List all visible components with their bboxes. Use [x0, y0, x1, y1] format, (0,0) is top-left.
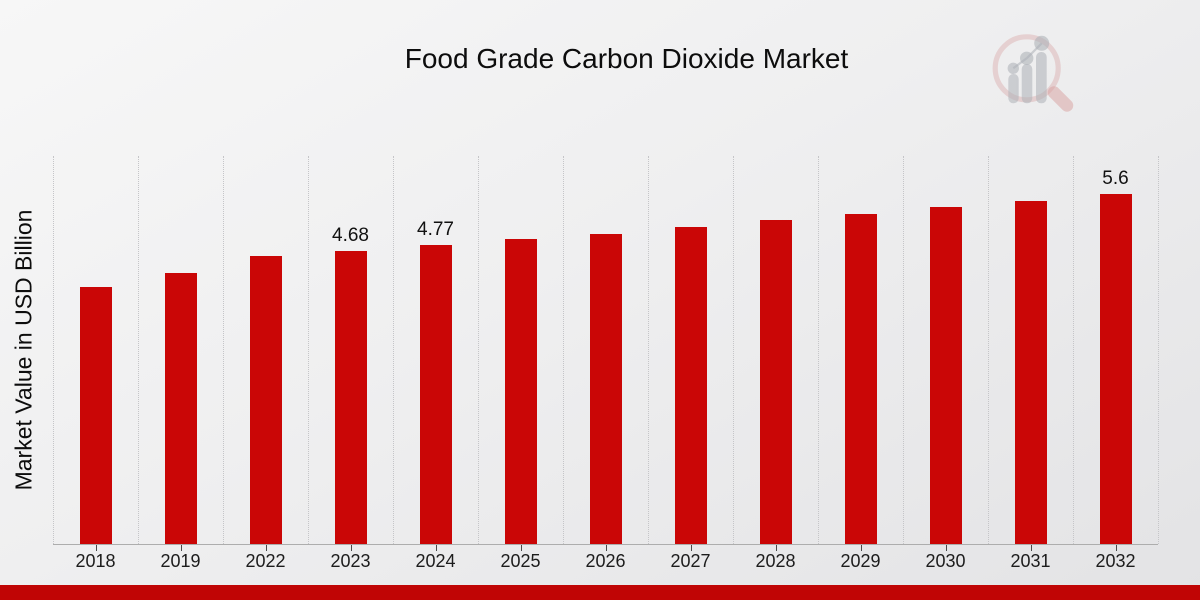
gridline: [393, 156, 394, 544]
gridline: [478, 156, 479, 544]
x-axis-tick: [690, 545, 692, 551]
bar: [334, 251, 367, 544]
x-axis-tick: [605, 545, 607, 551]
x-axis-tick: [435, 545, 437, 551]
x-axis-label: 2023: [330, 551, 371, 571]
gridline: [223, 156, 224, 544]
x-axis-tick: [1030, 545, 1032, 551]
gridline: [648, 156, 649, 544]
footer-accent-bar: [0, 585, 1200, 600]
logo-magnifier-handle: [1047, 86, 1074, 112]
x-axis-tick: [520, 545, 522, 551]
bar: [674, 227, 707, 544]
x-axis-label: 2028: [755, 551, 796, 571]
x-axis-tick: [1115, 545, 1117, 551]
bar-value-label: 4.77: [417, 219, 454, 240]
gridline: [818, 156, 819, 544]
x-axis-label: 2019: [160, 551, 201, 571]
x-axis-tick: [945, 545, 947, 551]
x-axis-label: 2032: [1095, 551, 1136, 571]
x-axis-tick: [860, 545, 862, 551]
gridline: [138, 156, 139, 544]
x-axis-tick: [180, 545, 182, 551]
bar-chart-plot-area: 2018 2019 2022 4.68 2023 4.77 2024 2025 2026 2027…: [53, 156, 1159, 571]
chart-title: Food Grade Carbon Dioxide Market: [404, 43, 849, 74]
x-axis-label: 2025: [500, 551, 541, 571]
gridline: [988, 156, 989, 544]
x-axis-label: 2022: [245, 551, 286, 571]
bar: [1014, 201, 1047, 544]
gridline: [1158, 156, 1159, 544]
x-axis-label: 2029: [840, 551, 881, 571]
bar: [929, 207, 962, 544]
bar: [164, 273, 197, 544]
x-axis-label: 2031: [1010, 551, 1051, 571]
bar: [504, 239, 537, 544]
logo-trend-dots: [1007, 35, 1050, 74]
bar: [759, 220, 792, 544]
gridline: [308, 156, 309, 544]
x-axis-tick: [95, 545, 97, 551]
gridline: [1073, 156, 1074, 544]
x-axis-label: 2027: [670, 551, 711, 571]
bar: [249, 256, 282, 544]
bar: [419, 245, 452, 544]
x-axis-tick: [350, 545, 352, 551]
gridline: [903, 156, 904, 544]
x-axis-tick: [775, 545, 777, 551]
x-axis-label: 2030: [925, 551, 966, 571]
y-axis-label: Market Value in USD Billion: [10, 209, 37, 491]
bar: [844, 214, 877, 544]
bar: [589, 234, 622, 544]
gridline: [733, 156, 734, 544]
bar: [79, 287, 112, 544]
gridline: [53, 156, 54, 544]
magnifier-bar-chart-logo: [992, 34, 1074, 112]
bar-value-label: 4.68: [332, 225, 369, 246]
x-axis-label: 2026: [585, 551, 626, 571]
logo-bars: [1008, 52, 1047, 104]
bar: [1099, 194, 1132, 544]
bar-value-label: 5.6: [1102, 168, 1129, 189]
x-axis-label: 2024: [415, 551, 456, 571]
x-axis-line: [53, 544, 1158, 545]
x-axis-label: 2018: [75, 551, 116, 571]
gridline: [563, 156, 564, 544]
x-axis-tick: [265, 545, 267, 551]
